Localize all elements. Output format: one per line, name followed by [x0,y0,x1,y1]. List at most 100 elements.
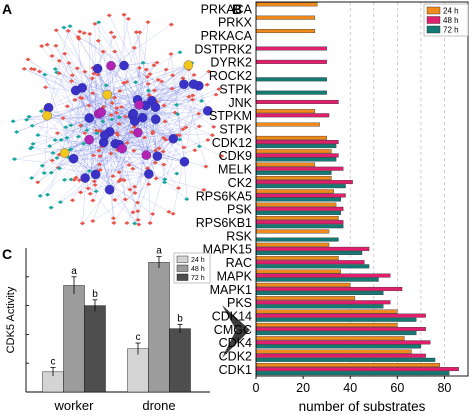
category-label: PSK [227,203,253,217]
legend-swatch [426,25,441,34]
substrate-node [152,160,158,165]
network-edge [111,114,185,162]
network-edge [134,84,208,122]
substrate-node [87,32,93,36]
substrate-node [118,105,125,109]
network-edge [111,62,157,66]
legend-label: 72 h [191,275,205,282]
substrate-node [140,60,146,65]
network-edge [97,68,118,151]
substrate-node [196,144,202,149]
network-edge [30,84,184,149]
bar-24h-10 [255,135,327,140]
kinase-node [117,143,127,154]
substrate-node [125,16,132,21]
substrate-node [100,105,106,109]
substrate-node [38,109,45,114]
significance-letter: a [71,266,77,277]
network-edge [97,68,155,91]
group-label: drone [142,398,175,413]
network-edge [75,73,151,91]
substrate-node [162,119,168,124]
network-edge [109,134,185,162]
cdk5-bar-0-1 [63,285,85,393]
network-edge [129,138,174,190]
network-edge [109,131,114,219]
substrate-node [85,186,91,191]
bar-48h-20 [255,273,391,278]
x-tick-label: 0 [253,381,260,395]
network-edge [73,117,120,159]
network-edge [63,27,120,145]
legend-label: 24 h [443,7,459,16]
substrate-node [53,43,59,48]
legend-swatch [176,273,189,281]
substrate-node [90,153,97,158]
substrate-node [124,80,130,84]
substrate-node [110,174,116,179]
network-edge [104,76,148,136]
network-edge [132,67,140,116]
network-edge [16,64,189,133]
substrate-node [136,66,143,70]
substrate-node [10,119,16,124]
network-edge [148,173,204,191]
network-edge [14,132,138,160]
network-edge [89,117,125,181]
network-edge [78,36,208,112]
substrate-node [176,133,182,138]
substrate-node [190,97,196,102]
bar-24h-14 [255,189,334,194]
bar-48h-3 [255,46,327,51]
category-label: RSK [226,229,252,243]
substrate-node [57,200,64,205]
substrate-node [79,96,85,101]
substrate-node [177,137,183,142]
network-edge [88,139,135,224]
substrate-node [36,69,43,74]
bar-48h-16 [255,220,344,225]
network-edge [92,121,135,201]
substrate-node [152,148,159,153]
network-edge [119,129,184,145]
bar-72h-22 [255,304,384,309]
cdk5-bar-1-0 [127,348,149,393]
network-edge [172,85,199,214]
network-edge [122,148,139,220]
substrate-node [97,154,103,158]
x-tick-label: 40 [343,381,357,395]
kinase-node [68,153,79,164]
category-label: MAPK1 [210,283,252,297]
network-edge [132,65,189,213]
substrate-node [56,71,62,76]
substrate-node [64,135,70,140]
network-edge [107,94,135,128]
substrate-node [117,89,123,93]
network-edge [66,137,96,175]
substrate-node [44,192,51,197]
network-edge [37,113,134,183]
x-tick-label: 60 [390,381,404,395]
substrate-node [52,67,58,71]
substrate-node [161,180,168,185]
network-edge [93,94,108,156]
network-edge [94,23,96,175]
network-edge [119,144,206,167]
substrate-node [21,66,27,71]
substrate-node [109,101,115,105]
legend-label: 48 h [443,16,459,25]
substrate-node [180,127,186,132]
kinase-node [84,113,95,123]
network-edge [41,111,96,175]
network-edge [73,156,156,159]
category-label: RPS6KB1 [196,216,252,230]
category-label: CDK14 [212,309,252,323]
category-label: DSTPRK2 [194,42,252,56]
substrate-node [145,81,151,86]
substrate-node [136,222,142,227]
substrate-node [130,210,136,215]
substrate-node [131,148,137,153]
network-edge [142,69,189,118]
network-edge [104,135,115,223]
substrate-node [75,35,81,39]
